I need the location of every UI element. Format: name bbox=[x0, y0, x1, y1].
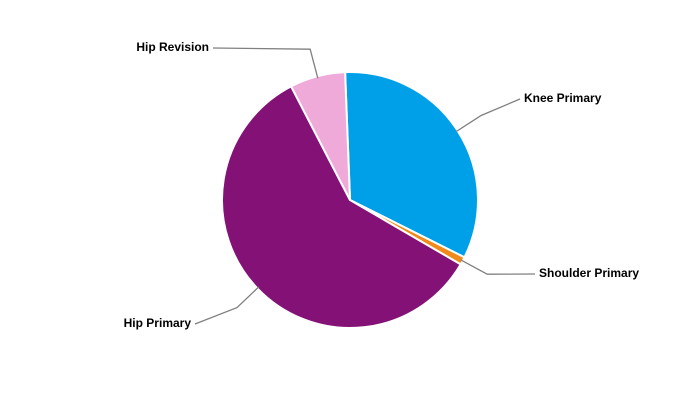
slice-label: Shoulder Primary bbox=[539, 266, 639, 280]
slice-label: Hip Revision bbox=[136, 40, 209, 54]
leader-line bbox=[455, 98, 521, 133]
leader-line bbox=[194, 286, 260, 325]
leader-line bbox=[212, 47, 319, 79]
leader-line bbox=[460, 259, 536, 275]
slice-label: Knee Primary bbox=[524, 91, 602, 105]
slice-label: Hip Primary bbox=[124, 316, 192, 330]
